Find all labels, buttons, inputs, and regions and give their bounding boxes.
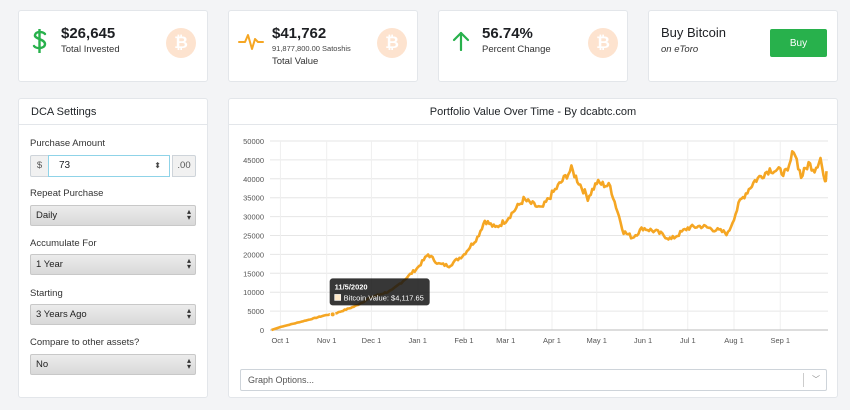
y-tick-label: 50000 (243, 137, 264, 146)
buy-bitcoin-title: Buy Bitcoin (661, 25, 727, 40)
x-tick-label: Dec 1 (362, 336, 382, 345)
starting-value: 3 Years Ago (36, 309, 87, 320)
y-tick-label: 40000 (243, 175, 264, 184)
chevron-down-icon: ﹀ (812, 375, 820, 384)
compare-assets-label: Compare to other assets? (30, 337, 140, 348)
dca-settings-panel: DCA Settings (18, 98, 208, 398)
tooltip-point (329, 311, 336, 318)
x-tick-label: Sep 1 (770, 336, 790, 345)
select-arrows-icon: ▴ ▾ (186, 356, 191, 371)
compare-assets-select[interactable]: No ▴ ▾ (30, 354, 196, 375)
y-tick-label: 45000 (243, 156, 264, 165)
x-tick-label: Apr 1 (543, 336, 561, 345)
repeat-purchase-label: Repeat Purchase (30, 188, 104, 199)
percent-change-value: 56.74% (482, 25, 533, 42)
x-tick-label: Jul 1 (680, 336, 696, 345)
percent-change-label: Percent Change (482, 44, 551, 55)
bitcoin-icon: ₿ (166, 28, 196, 58)
total-invested-value: $26,645 (61, 25, 116, 42)
y-tick-label: 15000 (243, 269, 264, 278)
y-tick-label: 35000 (243, 194, 264, 203)
y-tick-label: 0 (260, 326, 264, 335)
x-tick-label: May 1 (587, 336, 607, 345)
cents-suffix: .00 (172, 155, 196, 177)
buy-bitcoin-subtitle: on eToro (661, 44, 699, 55)
purchase-amount-value: 73 (59, 160, 71, 171)
starting-select[interactable]: 3 Years Ago ▴ ▾ (30, 304, 196, 325)
starting-label: Starting (30, 288, 63, 299)
accumulate-for-select[interactable]: 1 Year ▴ ▾ (30, 254, 196, 275)
select-separator (803, 373, 804, 387)
purchase-amount-input[interactable]: 73 ⬍ (48, 155, 170, 177)
y-tick-label: 25000 (243, 232, 264, 241)
dollar-icon (32, 29, 47, 53)
x-tick-label: Jun 1 (634, 336, 652, 345)
total-value-value: $41,762 (272, 25, 327, 42)
dca-settings-title: DCA Settings (19, 99, 207, 125)
x-tick-label: Mar 1 (496, 336, 515, 345)
tooltip-date: 11/5/2020 (335, 282, 368, 291)
x-tick-label: Nov 1 (317, 336, 337, 345)
select-arrows-icon: ▴ ▾ (186, 207, 191, 222)
arrow-up-icon (452, 31, 470, 51)
accumulate-for-label: Accumulate For (30, 238, 97, 249)
pulse-icon (238, 34, 264, 50)
repeat-purchase-select[interactable]: Daily ▴ ▾ (30, 205, 196, 226)
bitcoin-icon: ₿ (377, 28, 407, 58)
tooltip-box (329, 278, 430, 306)
graph-options-placeholder: Graph Options... (248, 375, 315, 385)
x-tick-label: Feb 1 (454, 336, 473, 345)
x-tick-label: Oct 1 (271, 336, 289, 345)
y-tick-label: 10000 (243, 288, 264, 297)
chart-panel: Portfolio Value Over Time - By dcabtc.co… (228, 98, 838, 398)
select-arrows-icon: ▴ ▾ (186, 256, 191, 271)
total-value-label: Total Value (272, 56, 319, 67)
select-arrows-icon: ▴ ▾ (186, 306, 191, 321)
x-tick-label: Jan 1 (409, 336, 427, 345)
spinner-arrows-icon[interactable]: ⬍ (154, 161, 161, 170)
accumulate-for-value: 1 Year (36, 259, 63, 270)
y-tick-label: 30000 (243, 213, 264, 222)
buy-button[interactable]: Buy (770, 29, 827, 57)
satoshis-value: 91,877,800.00 Satoshis (272, 44, 351, 53)
total-invested-label: Total Invested (61, 44, 120, 55)
repeat-purchase-value: Daily (36, 210, 58, 221)
purchase-amount-label: Purchase Amount (30, 138, 105, 149)
portfolio-chart[interactable]: 0 5000 10000 15000 20000 25000 30000 35000 40000… (228, 125, 838, 355)
graph-options-select[interactable]: Graph Options... ﹀ (240, 369, 827, 391)
chart-title: Portfolio Value Over Time - By dcabtc.co… (229, 99, 837, 125)
bitcoin-icon: ₿ (588, 28, 618, 58)
tooltip-value: Bitcoin Value: $4,117.65 (344, 293, 424, 302)
currency-prefix: $ (30, 155, 49, 177)
tooltip-swatch (334, 294, 341, 301)
x-tick-label: Aug 1 (724, 336, 744, 345)
y-tick-label: 20000 (243, 250, 264, 259)
y-tick-label: 5000 (247, 307, 264, 316)
compare-assets-value: No (36, 359, 49, 370)
